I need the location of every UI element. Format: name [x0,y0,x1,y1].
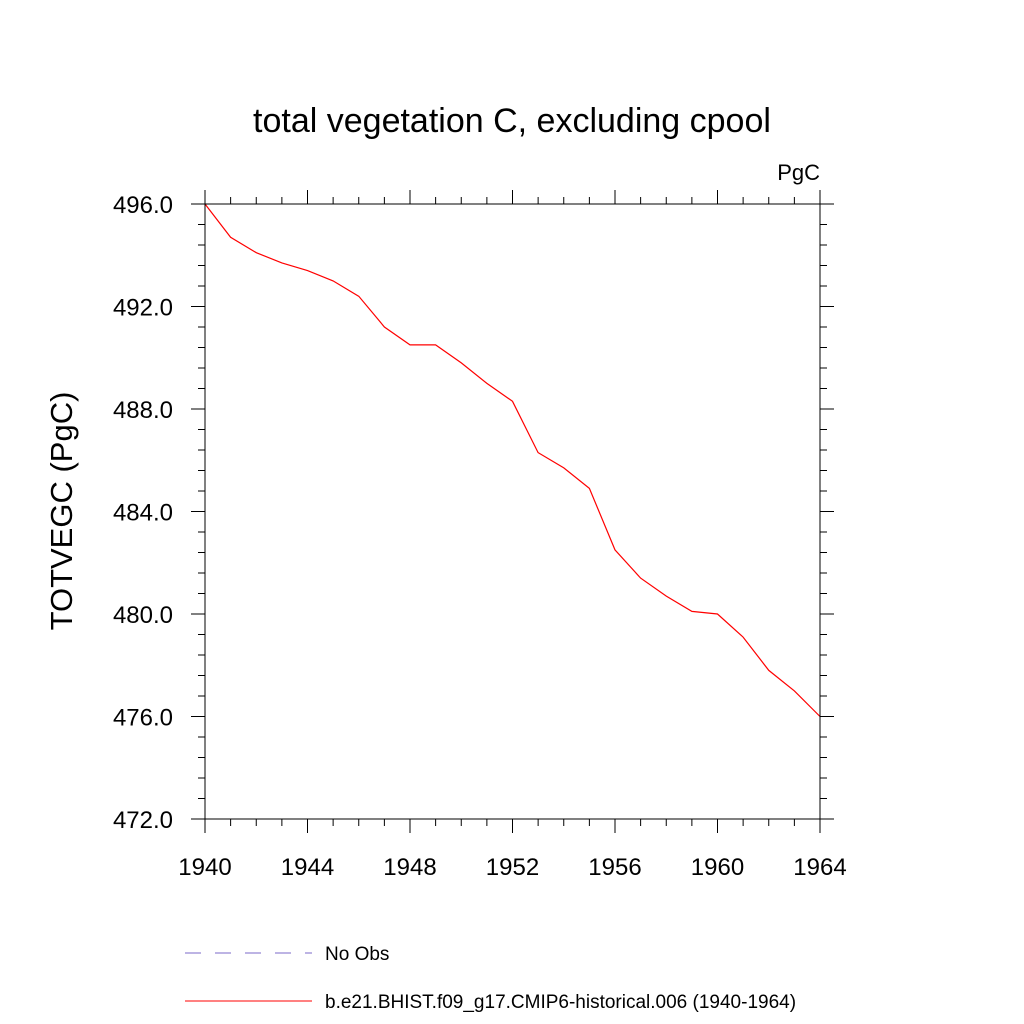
legend-label: b.e21.BHIST.f09_g17.CMIP6-historical.006… [325,992,796,1013]
legend-label: No Obs [325,944,389,965]
series-layer [204,203,821,717]
plot-frame [204,203,821,820]
series-line [204,203,821,717]
y-tick-label: 480.0 [113,602,173,629]
y-axis-label: TOTVEGC (PgC) [44,392,79,631]
x-tick-label: 1952 [486,854,539,881]
x-tick-label: 1956 [588,854,641,881]
y-tick-label: 488.0 [113,397,173,424]
x-tick-label: 1960 [691,854,744,881]
legend: No Obs b.e21.BHIST.f09_g17.CMIP6-historic… [185,944,796,1013]
y-tick-label: 496.0 [113,192,173,219]
units-label: PgC [777,160,820,185]
x-tick-label: 1948 [383,854,436,881]
minor-ticks [198,197,827,826]
x-tick-label: 1940 [178,854,231,881]
y-tick-label: 484.0 [113,500,173,527]
chart-title: total vegetation C, excluding cpool [253,102,771,140]
y-tick-label: 476.0 [113,705,173,732]
y-tick-label: 492.0 [113,295,173,322]
y-tick-label: 472.0 [113,807,173,834]
x-tick-label: 1944 [281,854,334,881]
tick-labels: 1940 1944 1948 1952 1956 1960 1964 472.0 476.0 48… [113,192,847,881]
major-ticks [191,190,834,833]
x-tick-label: 1964 [793,854,846,881]
